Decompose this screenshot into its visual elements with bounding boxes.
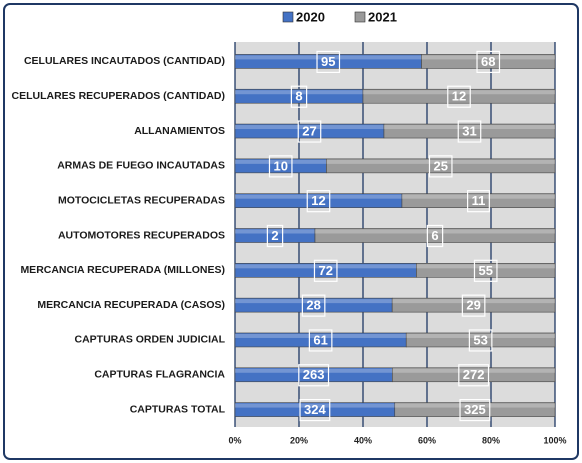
- value-label-box: [459, 398, 491, 422]
- category-label: MERCANCIA RECUPERADA (MILLONES): [20, 264, 225, 276]
- legend-swatch: [282, 11, 294, 23]
- value-label-box: [468, 329, 493, 352]
- category-label: MOTOCICLETAS RECUPERADAS: [58, 194, 225, 206]
- bar: [405, 332, 556, 348]
- x-tick-label: 100%: [543, 435, 566, 445]
- bar-highlight: [406, 333, 555, 338]
- value-label: 8: [295, 89, 302, 104]
- bar: [401, 193, 556, 208]
- value-label: 272: [463, 367, 485, 382]
- bar-highlight: [363, 90, 555, 95]
- value-label-box: [301, 294, 326, 317]
- value-label-box: [428, 155, 453, 178]
- value-label-box: [447, 85, 471, 108]
- bar-highlight: [235, 368, 393, 373]
- bar-highlight: [235, 159, 327, 164]
- value-label: 325: [464, 402, 486, 417]
- bar: [391, 297, 556, 313]
- bar-highlight: [315, 229, 555, 234]
- value-label-box: [290, 85, 308, 108]
- bar: [326, 158, 556, 174]
- value-label-box: [298, 364, 330, 387]
- bar-highlight: [392, 368, 555, 373]
- value-label-box: [467, 190, 490, 213]
- value-label: 25: [433, 158, 447, 173]
- value-label-box: [297, 120, 322, 143]
- bar: [416, 263, 556, 278]
- value-label: 95: [321, 54, 335, 69]
- value-label: 31: [462, 123, 476, 138]
- value-label-box: [268, 155, 293, 178]
- value-label: 72: [318, 263, 332, 278]
- bar-highlight: [235, 229, 315, 234]
- bar-highlight: [383, 125, 555, 130]
- category-label: CELULARES RECUPERADOS (CANTIDAD): [11, 90, 225, 102]
- category-label: ARMAS DE FUEGO INCAUTADAS: [57, 160, 225, 172]
- bar-highlight: [235, 125, 384, 130]
- category-label: AUTOMOTORES RECUPERADOS: [58, 229, 225, 241]
- value-label-box: [306, 190, 331, 213]
- category-label: MERCANCIA RECUPERADA (CASOS): [37, 299, 225, 311]
- value-label: 11: [472, 193, 486, 208]
- bar: [394, 402, 556, 417]
- value-label: 12: [311, 193, 325, 208]
- bar-highlight: [235, 194, 402, 199]
- x-tick-label: 80%: [482, 435, 500, 445]
- value-label: 263: [303, 367, 325, 382]
- value-label-box: [313, 259, 338, 282]
- value-label: 324: [304, 402, 326, 417]
- value-label-box: [299, 398, 331, 422]
- bar: [392, 367, 556, 383]
- category-label: CAPTURAS FLAGRANCIA: [94, 369, 225, 381]
- value-label: 28: [306, 298, 320, 313]
- value-label: 29: [466, 298, 480, 313]
- bar-highlight: [235, 55, 422, 60]
- bar-highlight: [416, 264, 555, 269]
- value-label: 61: [313, 332, 327, 347]
- value-label-box: [308, 329, 333, 352]
- bar-highlight: [401, 194, 555, 199]
- category-label: CELULARES INCAUTADOS (CANTIDAD): [24, 55, 225, 67]
- value-label: 27: [302, 123, 316, 138]
- legend-label: 2020: [296, 9, 325, 24]
- bar-highlight: [326, 159, 555, 164]
- legend-swatch: [354, 11, 366, 23]
- bar: [383, 123, 556, 139]
- value-label-box: [461, 294, 486, 317]
- category-label: CAPTURAS ORDEN JUDICIAL: [74, 334, 225, 346]
- x-tick-label: 60%: [418, 435, 436, 445]
- bar-highlight: [235, 333, 407, 338]
- value-label-box: [316, 50, 341, 74]
- value-label-box: [476, 50, 501, 74]
- bar-highlight: [235, 299, 393, 304]
- bar-highlight: [235, 403, 395, 408]
- value-label-box: [457, 120, 482, 143]
- bar: [314, 228, 556, 243]
- x-tick-label: 40%: [354, 435, 372, 445]
- x-tick-label: 20%: [290, 435, 308, 445]
- value-label: 53: [473, 332, 487, 347]
- legend-label: 2021: [368, 9, 397, 24]
- bar-highlight: [235, 90, 363, 95]
- value-label-box: [426, 224, 444, 248]
- value-label-box: [473, 259, 498, 282]
- value-label: 68: [481, 54, 495, 69]
- value-label: 12: [452, 89, 466, 104]
- value-label: 55: [478, 263, 492, 278]
- value-label: 6: [431, 228, 438, 243]
- bar-highlight: [394, 403, 555, 408]
- category-label: CAPTURAS TOTAL: [130, 403, 226, 415]
- bar: [421, 54, 556, 69]
- x-tick-label: 0%: [228, 435, 241, 445]
- bar-highlight: [235, 264, 417, 269]
- value-label-box: [458, 364, 490, 387]
- category-label: ALLANAMIENTOS: [134, 125, 225, 137]
- value-label: 10: [273, 158, 287, 173]
- bar-highlight: [421, 55, 555, 60]
- value-label-box: [266, 224, 284, 248]
- bar: [362, 88, 556, 104]
- bar-highlight: [392, 299, 555, 304]
- value-label: 2: [271, 228, 278, 243]
